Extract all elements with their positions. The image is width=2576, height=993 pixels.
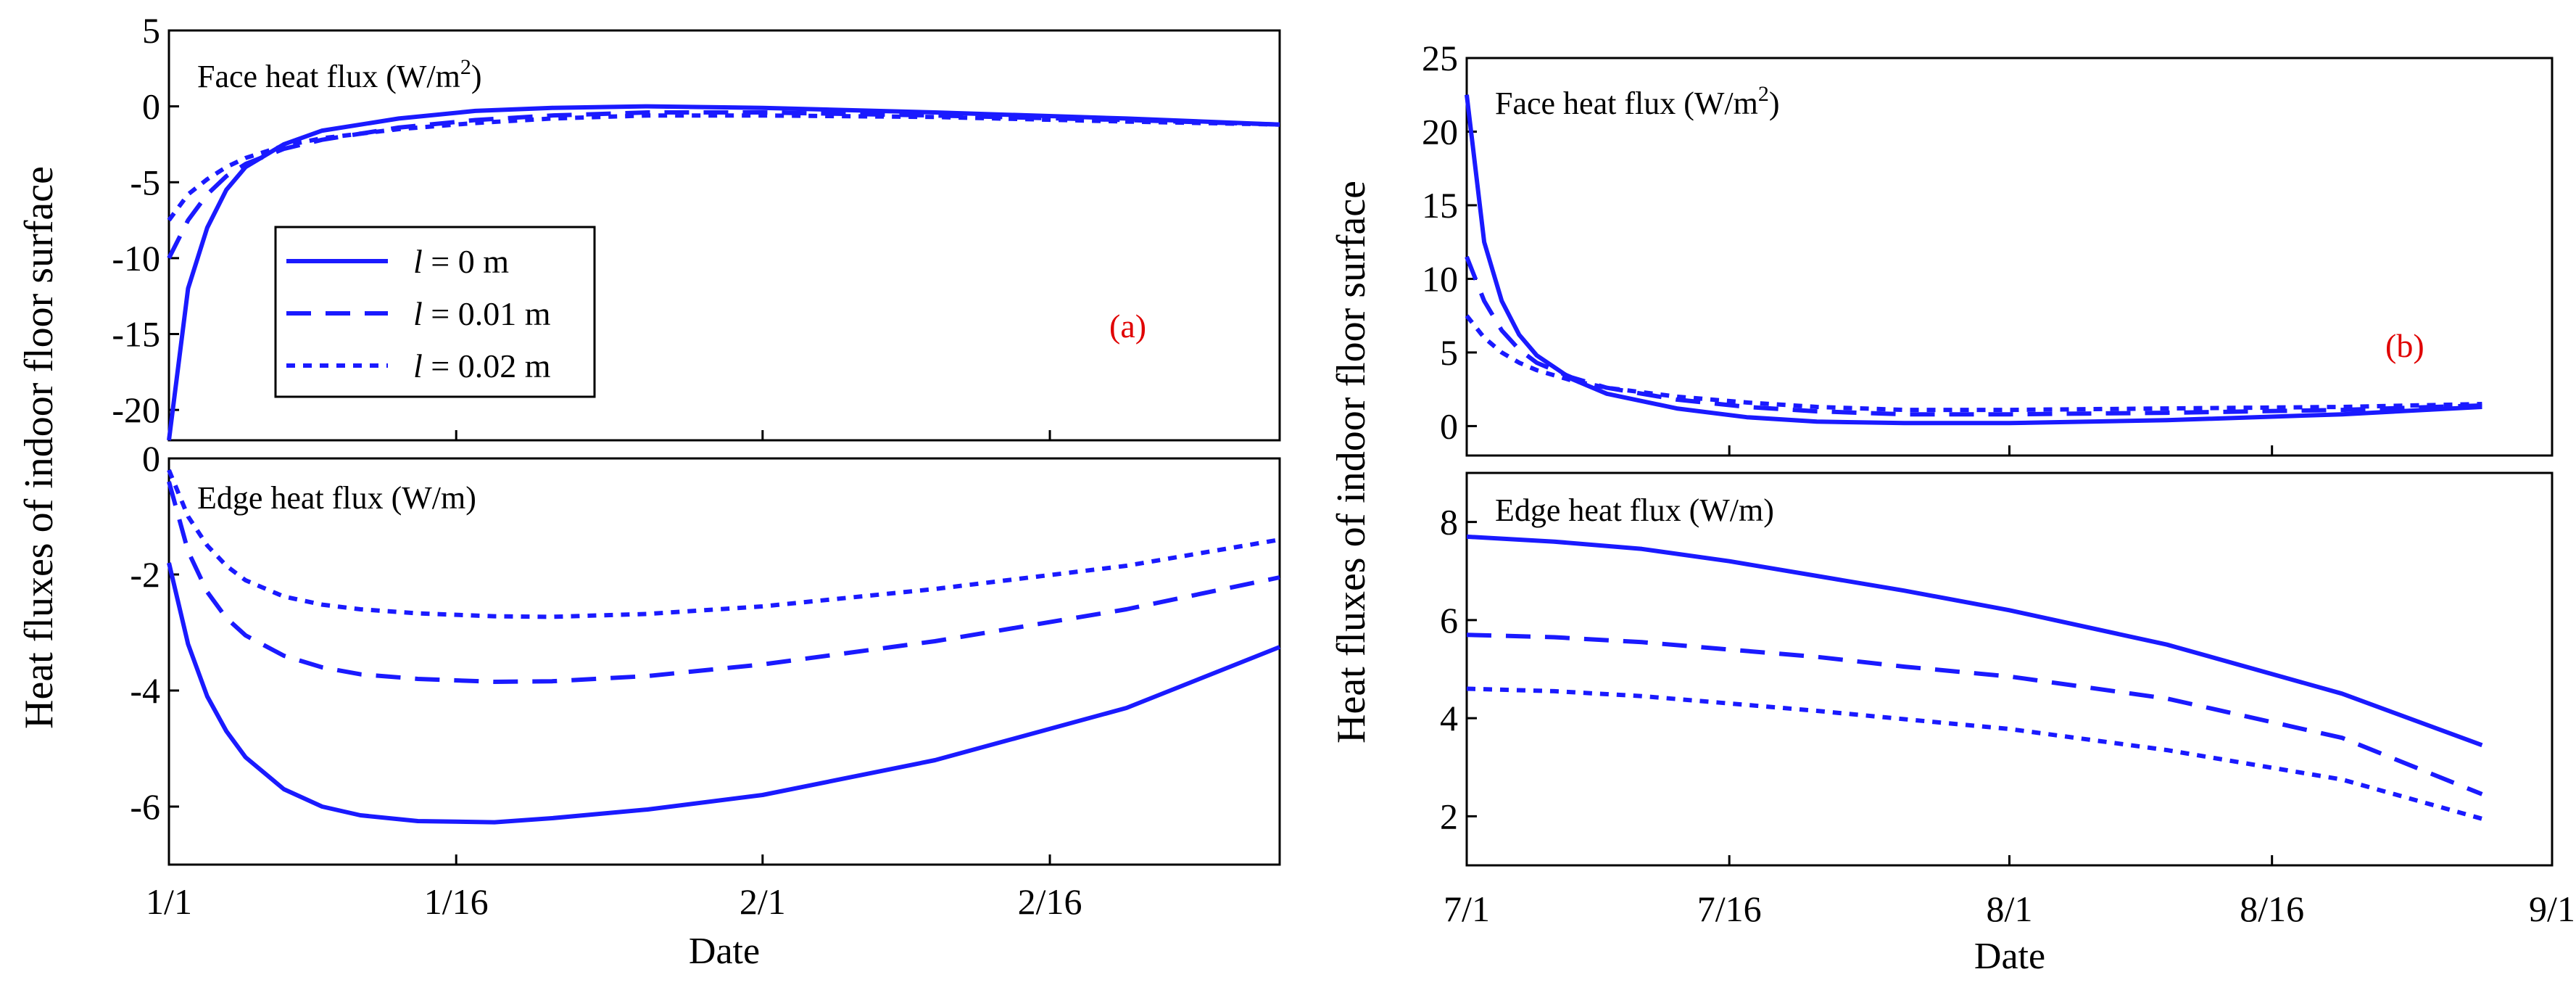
face-panel-a-series: [167, 104, 1280, 441]
series-line-solid: [1465, 94, 2482, 426]
series-line-solid: [167, 562, 1281, 825]
y-tick-label: -2: [130, 554, 160, 595]
x-tick-label: 1/1: [146, 881, 192, 922]
edge-panel-a-axis: 0 -2 -4 -6 1/1 1/16 2/1 2/16: [130, 438, 1082, 922]
series-line-dotted: [167, 113, 1280, 222]
y-tick-label: 0: [1440, 405, 1458, 446]
y-tick-label: -6: [130, 786, 160, 827]
legend: l = 0 m l = 0.01 m l = 0.02 m: [274, 226, 596, 398]
series-line-dashed: [1466, 633, 2483, 796]
x-axis-label-a: Date: [689, 931, 760, 972]
figure-a: 5 0 -5 -10 -15 -20 0 -2 -4 -6 1/1 1/16 2/1 2/16 Face…: [17, 10, 1281, 972]
face-heat-flux-title-b: Face heat flux (W/m2): [1495, 82, 1780, 121]
x-tick-label: 8/16: [2240, 889, 2304, 929]
edge-panel-b-series: [1466, 534, 2483, 821]
series-line-solid: [167, 104, 1280, 441]
y-axis-label-a: Heat fluxes of indoor floor surface: [17, 166, 62, 729]
y-tick-label: 15: [1422, 185, 1458, 226]
face-heat-flux-title-a: Face heat flux (W/m2): [197, 55, 482, 94]
series-line-dotted: [1465, 314, 2482, 413]
edge-heat-flux-title-b: Edge heat flux (W/m): [1495, 493, 1774, 528]
edge-heat-flux-panel-a: [167, 457, 1281, 866]
x-tick-label: 2/1: [740, 881, 786, 922]
y-tick-label: 6: [1440, 600, 1458, 640]
legend-label: l = 0 m: [413, 243, 509, 280]
series-line-dashed: [1465, 255, 2482, 417]
face-panel-b-axis: 25 20 15 10 5 0: [1422, 38, 2554, 456]
y-tick-label: -4: [130, 670, 160, 711]
series-line-dotted: [167, 469, 1280, 619]
x-tick-label: 1/16: [424, 881, 489, 922]
legend-label: l = 0.01 m: [413, 295, 551, 332]
y-tick-label: 20: [1422, 111, 1458, 152]
face-panel-b-series: [1465, 94, 2482, 426]
y-axis-label-b: Heat fluxes of indoor floor surface: [1329, 181, 1374, 743]
face-panel-a-axis: 5 0 -5 -10 -15 -20: [112, 10, 1051, 440]
x-tick-label: 7/16: [1697, 889, 1762, 929]
y-tick-label: 2: [1440, 796, 1458, 836]
y-tick-label: 25: [1422, 38, 1458, 78]
legend-label: l = 0.02 m: [413, 347, 551, 384]
y-tick-label: 0: [142, 86, 160, 127]
edge-heat-flux-panel-b: [1465, 471, 2554, 867]
series-line-solid: [1466, 534, 2483, 748]
y-tick-label: 10: [1422, 258, 1458, 299]
y-tick-label: 5: [1440, 332, 1458, 373]
y-tick-label: 8: [1440, 502, 1458, 543]
edge-panel-a-series: [167, 469, 1281, 825]
panel-tag-b: (b): [2385, 327, 2424, 364]
x-axis-label-b: Date: [1974, 936, 2045, 977]
y-tick-label: -5: [130, 162, 160, 202]
y-tick-label: 5: [142, 10, 160, 51]
y-tick-label: -10: [112, 238, 160, 279]
series-line-dotted: [1466, 686, 2483, 821]
panel-tag-a: (a): [1109, 308, 1146, 345]
edge-heat-flux-title-a: Edge heat flux (W/m): [197, 480, 476, 516]
x-tick-label: 8/1: [1987, 889, 2033, 929]
x-tick-label: 9/1: [2529, 889, 2575, 929]
edge-panel-b-axis: 8 6 4 2 7/1 7/16 8/1 8/16 9/1: [1440, 502, 2575, 929]
y-tick-label: -20: [112, 390, 160, 430]
y-tick-label: 0: [142, 438, 160, 479]
figure-b: 25 20 15 10 5 0 8 6 4 2 7/1 7/16 8/1 8/16 9/1 Face he…: [1329, 38, 2575, 977]
x-tick-label: 2/16: [1018, 881, 1082, 922]
y-tick-label: 4: [1440, 698, 1458, 738]
series-line-dashed: [167, 481, 1280, 684]
x-tick-label: 7/1: [1444, 889, 1490, 929]
face-heat-flux-panel-a: [167, 29, 1281, 442]
y-tick-label: -15: [112, 314, 160, 355]
